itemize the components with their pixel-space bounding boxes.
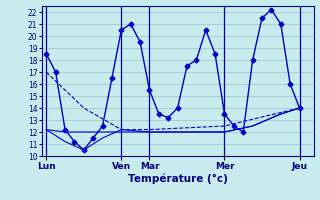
X-axis label: Température (°c): Température (°c) bbox=[128, 173, 228, 184]
